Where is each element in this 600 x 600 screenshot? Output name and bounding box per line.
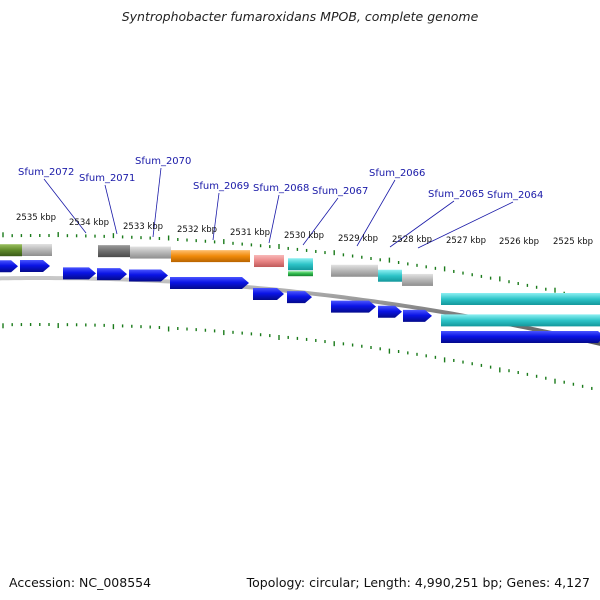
genome-title: Syntrophobacter fumaroxidans MPOB, compl…: [121, 9, 479, 24]
gene-label: Sfum_2069: [193, 181, 249, 192]
feature-box: [288, 271, 313, 277]
gene-label: Sfum_2067: [312, 186, 368, 197]
cds-track: [0, 260, 600, 343]
feature-box: [288, 258, 313, 271]
feature-box: [254, 255, 284, 268]
outer-scale-ticks: [2, 232, 593, 301]
feature-box: [171, 250, 250, 263]
scale-label: 2526 kbp: [499, 237, 539, 247]
leader-line: [389, 200, 455, 248]
feature-box: [331, 264, 378, 277]
feature-box: [98, 245, 130, 258]
feature-box: [22, 244, 52, 257]
gene-label: Sfum_2066: [369, 168, 425, 179]
leader-line: [302, 197, 339, 246]
scale-label: 2535 kbp: [16, 213, 56, 223]
gene-label: Sfum_2072: [18, 167, 74, 178]
scale-label: 2530 kbp: [284, 231, 324, 241]
inner-scale-ticks: [2, 323, 593, 390]
cds-arrow: [170, 277, 249, 290]
label-leader-lines: [43, 167, 514, 249]
scale-label: 2531 kbp: [230, 228, 270, 238]
feature-box: [441, 314, 600, 327]
cds-arrow: [287, 291, 312, 304]
cds-arrow: [0, 260, 18, 273]
cds-arrow: [403, 309, 432, 322]
gene-label: Sfum_2071: [79, 173, 135, 184]
leader-line: [43, 178, 87, 234]
feature-box: [402, 273, 433, 286]
gene-label: Sfum_2064: [487, 190, 543, 201]
leader-line: [212, 192, 220, 241]
scale-label: 2534 kbp: [69, 218, 109, 228]
feature-box: [378, 269, 402, 282]
cds-arrow: [63, 267, 96, 280]
scale-label: 2525 kbp: [553, 237, 593, 247]
scale-labels: 2535 kbp 2534 kbp 2533 kbp 2532 kbp 2531 kbp…: [16, 213, 593, 247]
leader-line: [152, 167, 162, 238]
cds-arrow: [441, 330, 600, 343]
cds-arrow: [378, 305, 402, 318]
leader-line: [417, 201, 514, 249]
scale-label: 2533 kbp: [123, 222, 163, 232]
scale-label: 2532 kbp: [177, 225, 217, 235]
cds-arrow: [97, 268, 127, 281]
scale-label: 2527 kbp: [446, 236, 486, 246]
feature-track: [0, 244, 600, 327]
feature-box: [441, 292, 600, 305]
gene-label: Sfum_2070: [135, 156, 191, 167]
cds-arrow: [20, 260, 50, 273]
leader-line: [268, 194, 280, 244]
genome-summary-text: Topology: circular; Length: 4,990,251 bp…: [246, 575, 590, 590]
scale-label: 2529 kbp: [338, 234, 378, 244]
leader-line: [356, 179, 396, 247]
feature-box: [130, 246, 171, 259]
cds-arrow: [253, 287, 284, 300]
cds-arrow: [331, 300, 376, 313]
cds-arrow: [129, 269, 168, 282]
gene-label: Sfum_2068: [253, 183, 309, 194]
feature-box: [0, 244, 22, 257]
leader-line: [104, 184, 118, 235]
accession-text: Accession: NC_008554: [9, 575, 152, 590]
gene-label: Sfum_2065: [428, 189, 484, 200]
scale-label: 2528 kbp: [392, 235, 432, 245]
